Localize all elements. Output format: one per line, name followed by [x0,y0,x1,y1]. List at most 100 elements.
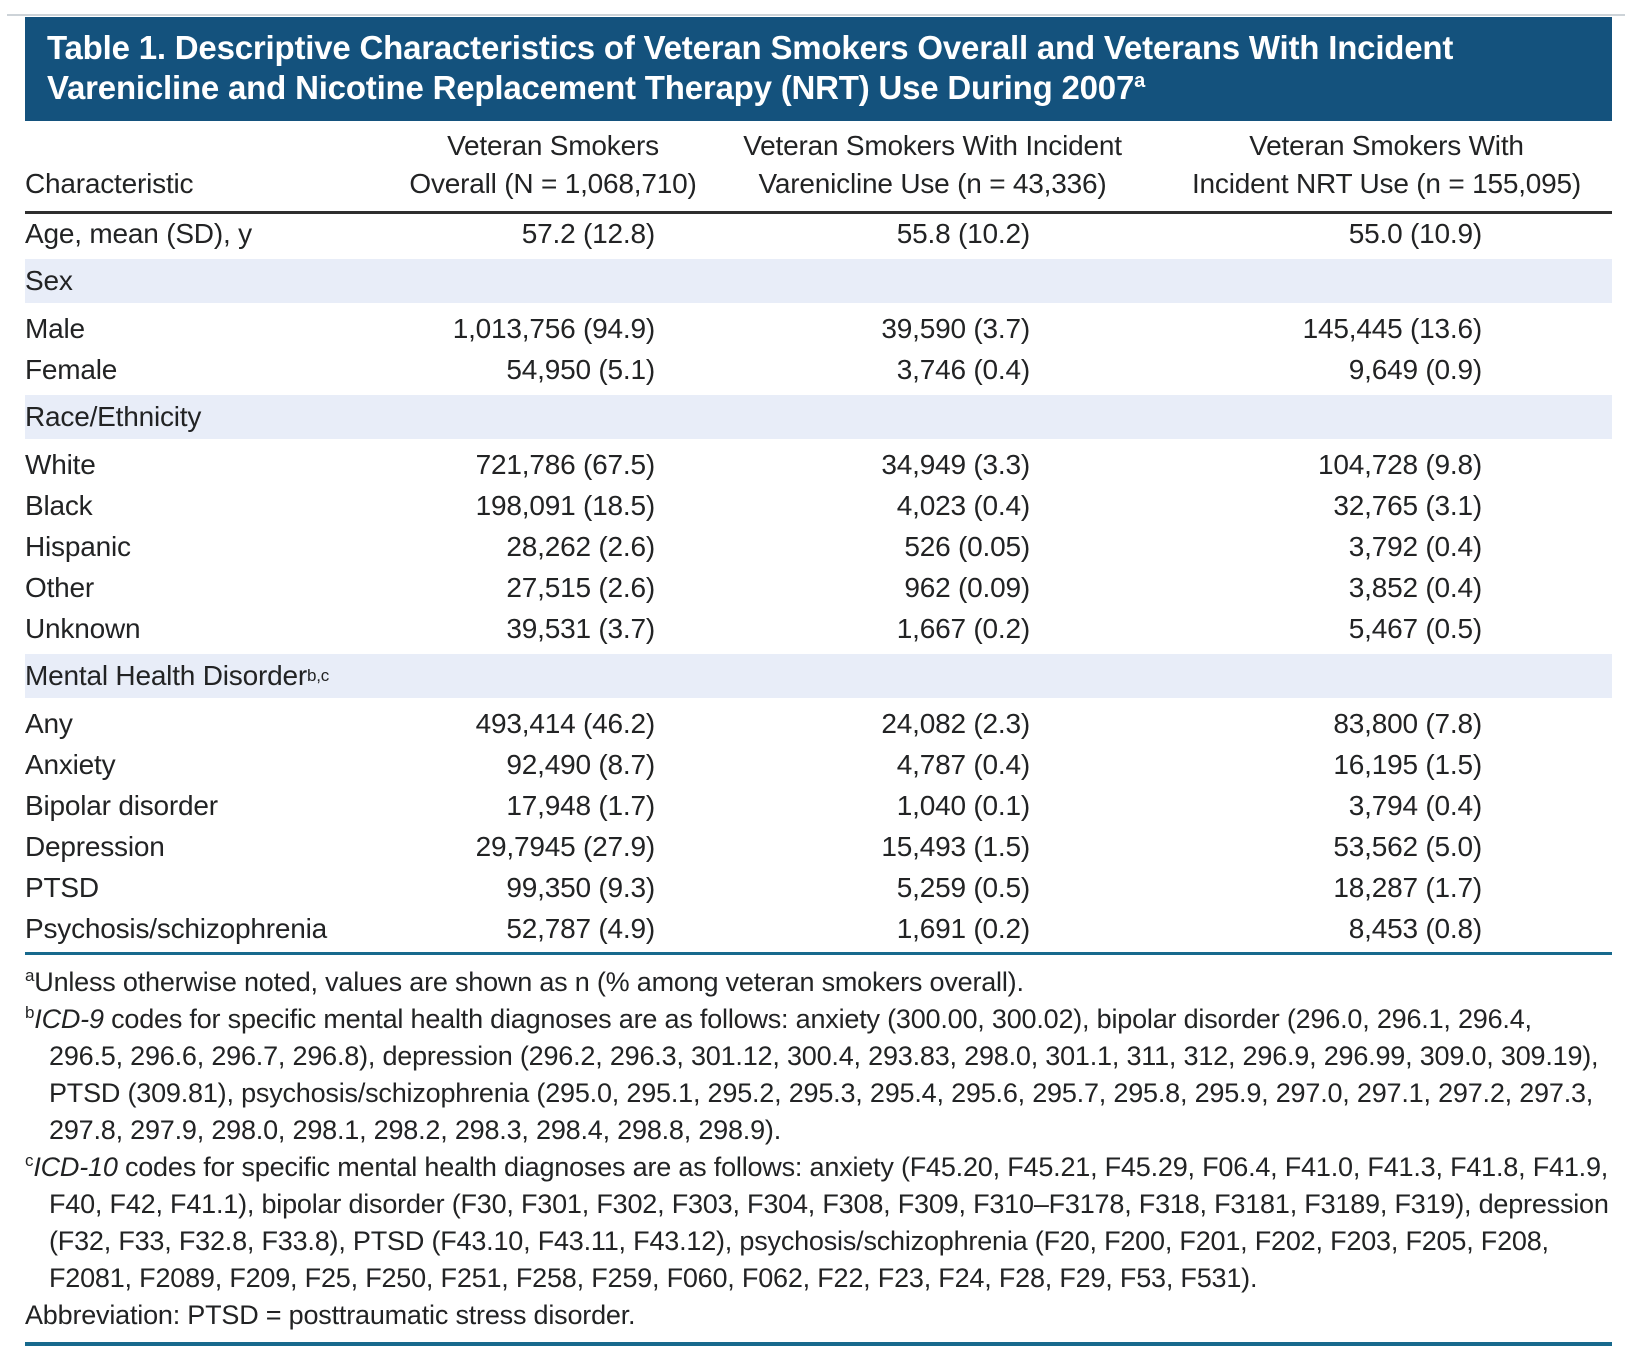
footnote-text: Unless otherwise noted, values are shown… [34,967,1024,997]
varenicline-value-cell: 3,746 (0.4) [896,353,1030,385]
varenicline-value-cell: 962 (0.09) [904,571,1030,603]
table-title-banner: Table 1. Descriptive Characteristics of … [25,17,1612,121]
section-label: Race/Ethnicity [25,401,202,432]
varenicline-value-cell: 1,040 (0.1) [896,789,1030,821]
overall-value-cell: 1,013,756 (94.9) [452,312,655,344]
nrt-value-cell: 83,800 (7.8) [1333,707,1482,739]
nrt-value-cell: 55.0 (10.9) [1348,218,1482,249]
footnote-marker: a [25,966,35,985]
column-header-overall: Veteran Smokers Overall (N = 1,068,710) [370,121,700,214]
table-bottom-rule [25,952,1612,955]
varenicline-value-cell: 1,691 (0.2) [896,912,1030,944]
footnote-b: bICD-9 codes for specific mental health … [25,1001,1612,1149]
nrt-value-cell: 53,562 (5.0) [1333,830,1482,862]
overall-value-cell: 52,787 (4.9) [506,912,655,944]
characteristic-cell: Depression [25,830,165,862]
column-header-varenicline: Veteran Smokers With Incident Vareniclin… [700,121,1122,214]
section-header-row: Race/Ethnicity [25,390,1612,444]
table-row: White 721,786 (67.5) 34,949 (3.3) 104,72… [25,444,1612,485]
characteristic-cell: Other [25,571,95,603]
varenicline-value-cell: 15,493 (1.5) [881,830,1030,862]
characteristic-cell: Hispanic [25,530,131,562]
nrt-value-cell: 18,287 (1.7) [1333,871,1482,903]
nrt-value-cell: 3,792 (0.4) [1348,530,1482,562]
nrt-value-cell: 104,728 (9.8) [1318,448,1482,480]
table-figure-page: Table 1. Descriptive Characteristics of … [7,14,1625,1346]
characteristic-cell: White [25,448,96,480]
nrt-value-cell: 5,467 (0.5) [1348,612,1482,644]
table-row: Any 493,414 (46.2) 24,082 (2.3) 83,800 (… [25,703,1612,744]
characteristic-cell: Psychosis/schizophrenia [25,912,327,944]
table-row: Female 54,950 (5.1) 3,746 (0.4) 9,649 (0… [25,349,1612,390]
column-header-row: Characteristic Veteran Smokers Overall (… [25,121,1612,214]
column-header-overall-line-1: Veteran Smokers [447,130,659,161]
overall-value-cell: 28,262 (2.6) [506,530,655,562]
varenicline-value-cell: 526 (0.05) [904,530,1030,562]
table-title-line-2: Varenicline and Nicotine Replacement The… [47,68,1592,108]
table-row: Black 198,091 (18.5) 4,023 (0.4) 32,765 … [25,485,1612,526]
footnote-marker: c [25,1151,34,1170]
overall-value-cell: 198,091 (18.5) [475,489,656,521]
section-band: Mental Health Disorder b,c [25,654,1612,698]
overall-value-cell: 29,7945 (27.9) [475,830,656,862]
section-band: Sex [25,259,1612,303]
nrt-value-cell: 32,765 (3.1) [1333,489,1482,521]
section-header-row: Sex [25,254,1612,308]
table-row: Unknown 39,531 (3.7) 1,667 (0.2) 5,467 (… [25,608,1612,649]
section-label: Mental Health Disorder [25,660,307,691]
varenicline-value-cell: 4,023 (0.4) [896,489,1030,521]
column-header-varenicline-line-1: Veteran Smokers With Incident [743,130,1122,161]
overall-value-cell: 27,515 (2.6) [506,571,655,603]
overall-value-cell: 92,490 (8.7) [506,748,655,780]
overall-value-cell: 721,786 (67.5) [475,448,656,480]
table-title-line-2-text: Varenicline and Nicotine Replacement The… [47,69,1135,106]
top-divider [7,14,1625,16]
footnote-marker: b [25,1003,35,1022]
column-header-characteristic: Characteristic [25,121,370,214]
overall-value-cell: 493,414 (46.2) [475,707,656,739]
characteristic-cell: PTSD [25,871,99,903]
footnotes-block: aUnless otherwise noted, values are show… [25,964,1612,1334]
varenicline-value-cell: 1,667 (0.2) [896,612,1030,644]
icd-code-label: ICD-10 [33,1152,118,1182]
varenicline-value-cell: 55.8 (10.2) [896,218,1030,249]
table-row: Male 1,013,756 (94.9) 39,590 (3.7) 145,4… [25,308,1612,349]
table-row: Depression 29,7945 (27.9) 15,493 (1.5) 5… [25,826,1612,867]
characteristic-cell: Unknown [25,612,141,644]
figure-bottom-rule [25,1342,1612,1346]
table-row: PTSD 99,350 (9.3) 5,259 (0.5) 18,287 (1.… [25,867,1612,908]
table-row: Anxiety 92,490 (8.7) 4,787 (0.4) 16,195 … [25,744,1612,785]
footnote-a: aUnless otherwise noted, values are show… [25,964,1612,1001]
table-row: Other 27,515 (2.6) 962 (0.09) 3,852 (0.4… [25,567,1612,608]
nrt-value-cell: 9,649 (0.9) [1348,353,1482,385]
section-label: Sex [25,265,73,296]
icd-code-label: ICD-9 [34,1004,104,1034]
table-row: Psychosis/schizophrenia 52,787 (4.9) 1,6… [25,908,1612,949]
characteristic-cell: Anxiety [25,748,116,780]
footnote-text: codes for specific mental health diagnos… [49,1004,1599,1145]
abbreviation-note: Abbreviation: PTSD = posttraumatic stres… [25,1297,1612,1334]
varenicline-value-cell: 39,590 (3.7) [881,312,1030,344]
characteristic-cell: Male [25,312,85,344]
varenicline-value-cell: 4,787 (0.4) [896,748,1030,780]
column-header-nrt: Veteran Smokers With Incident NRT Use (n… [1105,121,1612,214]
nrt-value-cell: 8,453 (0.8) [1348,912,1482,944]
characteristic-cell: Female [25,353,118,385]
varenicline-value-cell: 24,082 (2.3) [881,707,1030,739]
column-header-overall-line-2: Overall (N = 1,068,710) [409,168,697,199]
nrt-value-cell: 145,445 (13.6) [1302,312,1483,344]
table-1-container: Table 1. Descriptive Characteristics of … [25,17,1612,1346]
characteristics-table: Characteristic Veteran Smokers Overall (… [25,121,1612,949]
nrt-value-cell: 16,195 (1.5) [1333,748,1482,780]
section-header-row: Mental Health Disorder b,c [25,649,1612,703]
footnote-text: codes for specific mental health diagnos… [49,1152,1609,1293]
nrt-value-cell: 3,852 (0.4) [1348,571,1482,603]
characteristic-cell: Bipolar disorder [25,789,218,821]
varenicline-value-cell: 5,259 (0.5) [896,871,1030,903]
column-header-nrt-line-1: Veteran Smokers With [1249,130,1524,161]
overall-value-cell: 99,350 (9.3) [506,871,655,903]
characteristic-cell: Age, mean (SD), y [25,218,252,249]
table-title-line-1: Table 1. Descriptive Characteristics of … [47,29,1454,66]
footnote-text: Abbreviation: PTSD = posttraumatic stres… [25,1300,636,1330]
overall-value-cell: 17,948 (1.7) [506,789,655,821]
